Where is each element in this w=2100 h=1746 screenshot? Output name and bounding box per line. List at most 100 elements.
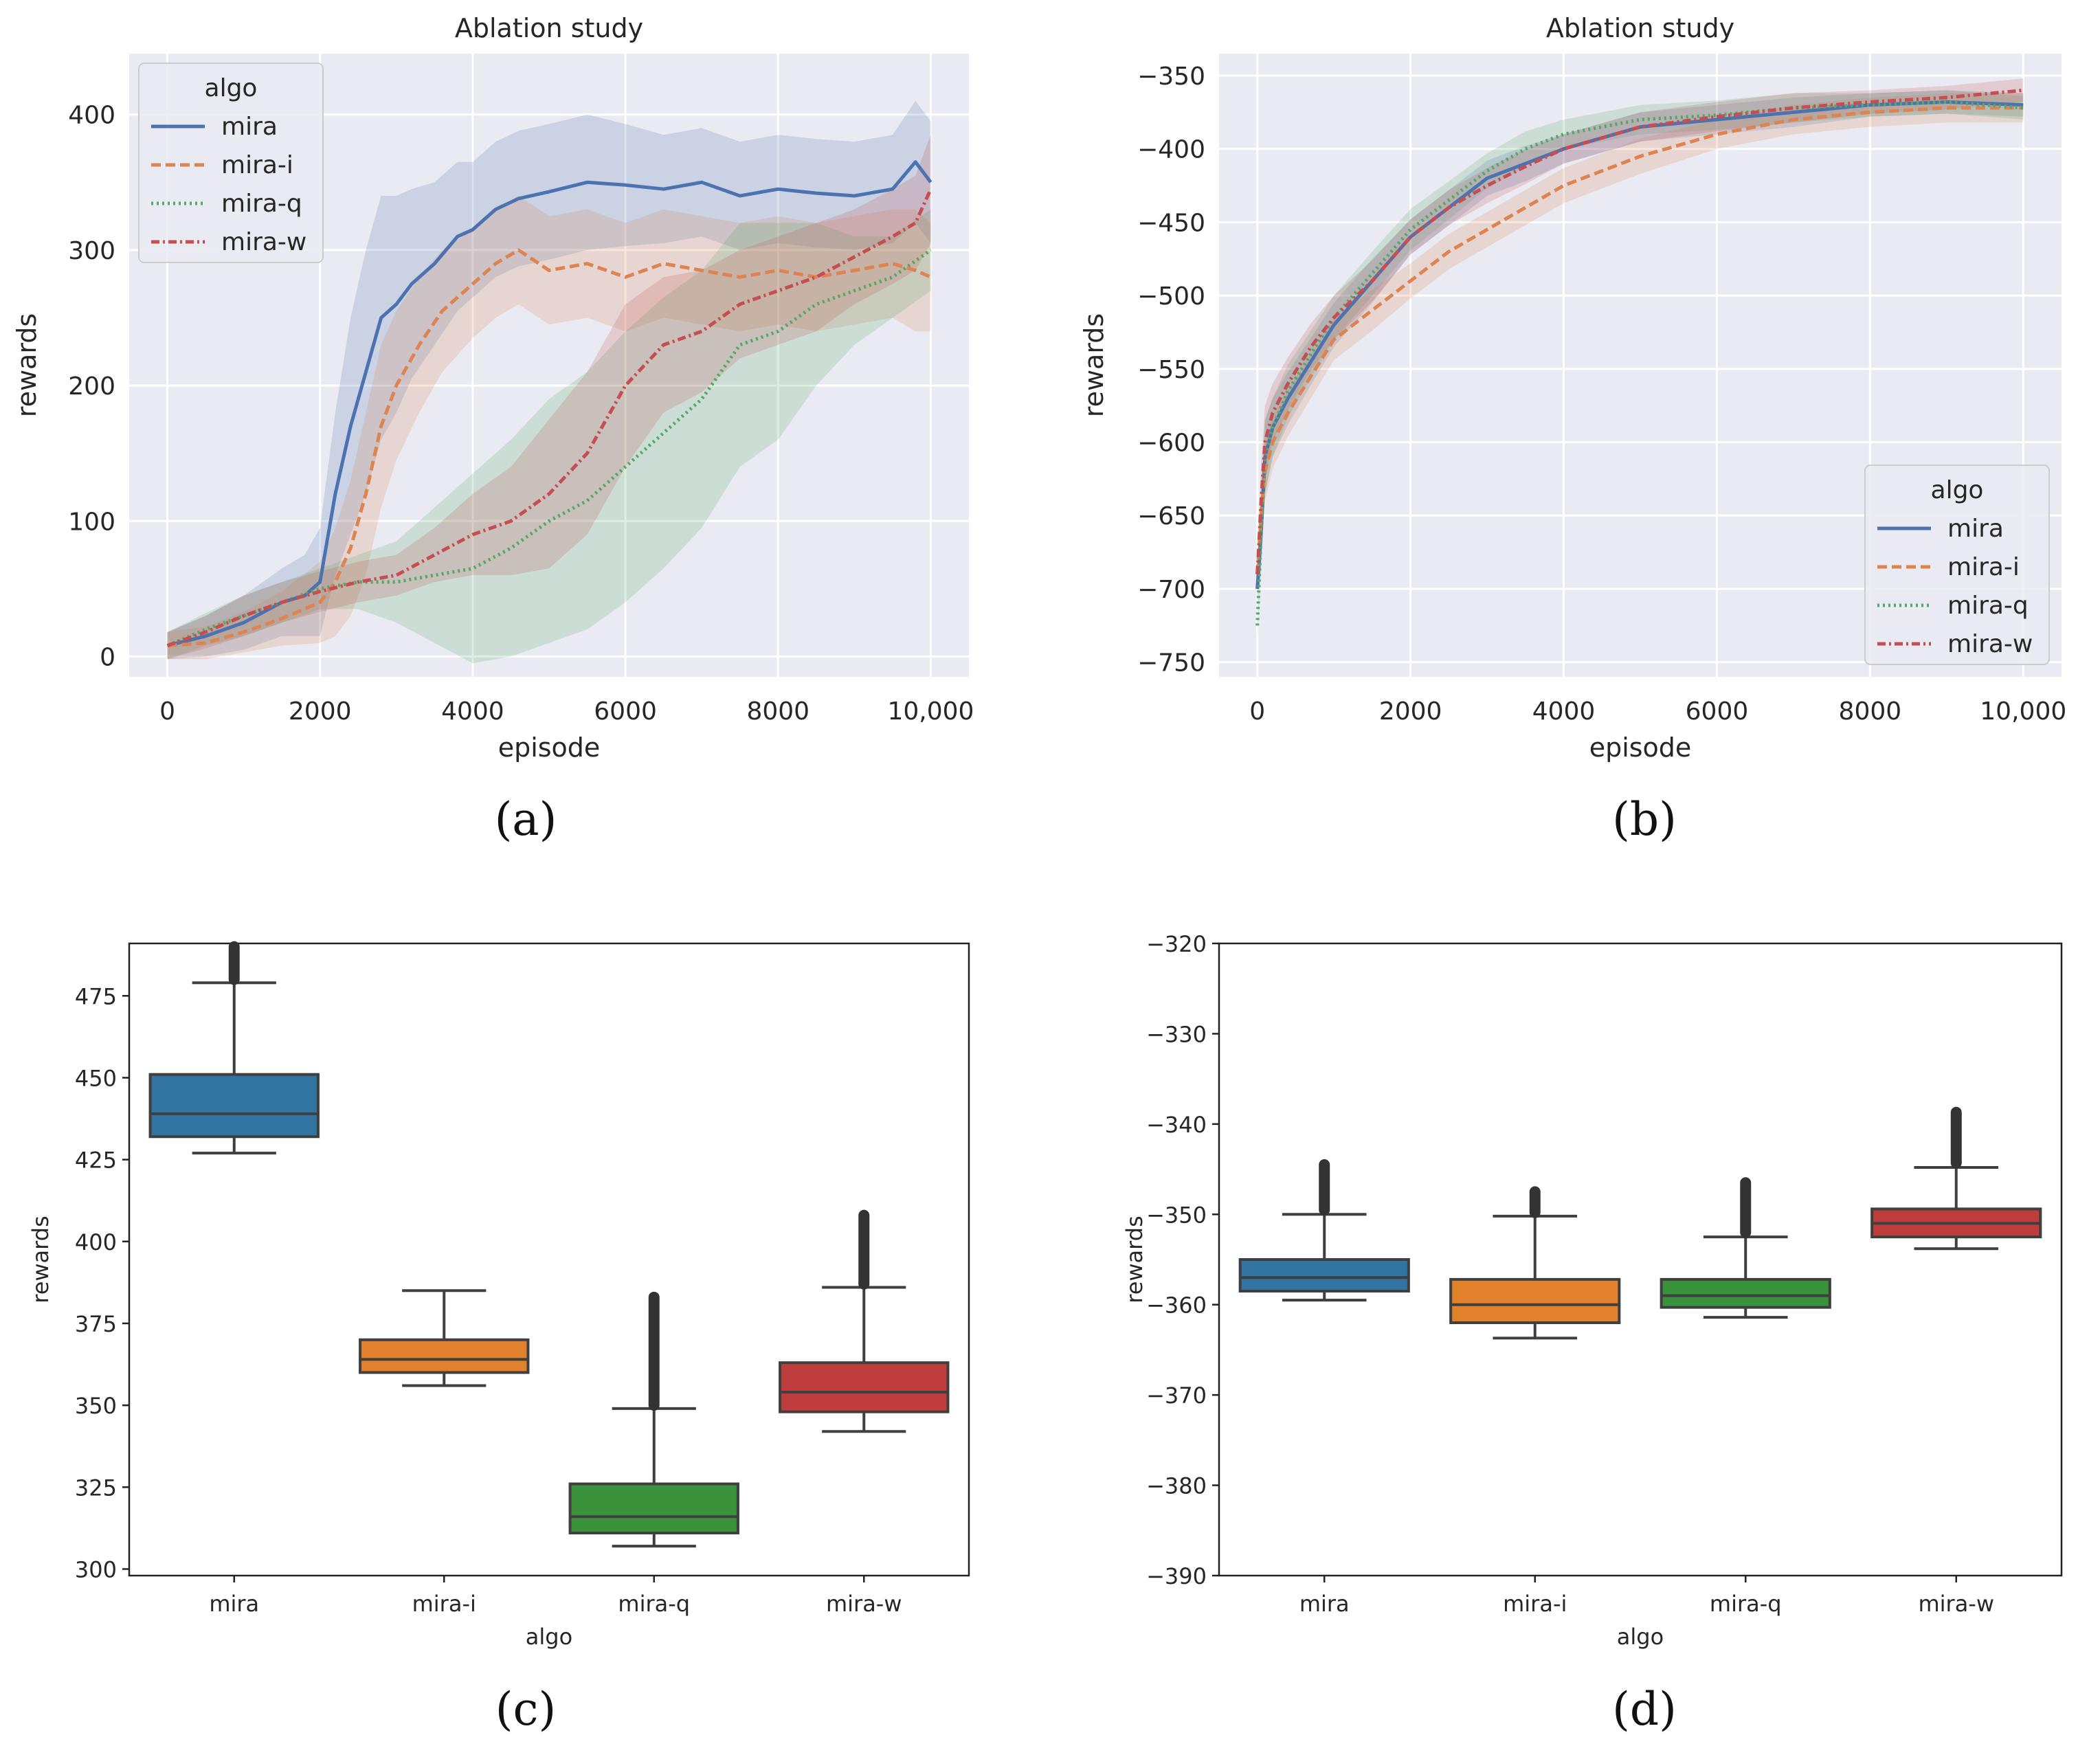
y-axis-label: rewards bbox=[27, 1216, 54, 1303]
confidence-band-mira bbox=[1257, 90, 2024, 604]
y-axis-label: rewards bbox=[1079, 313, 1109, 417]
legend-title: algo bbox=[205, 74, 258, 102]
y-tick-label: 350 bbox=[75, 1393, 117, 1419]
series-line-mira bbox=[166, 160, 932, 648]
panel-d: −320 −330 −340 −350 −360 −370 −380 −390 mira mira… bbox=[1121, 931, 2063, 1736]
y-tick-label: −550 bbox=[1137, 356, 1205, 384]
y-tick-label: −450 bbox=[1137, 209, 1205, 237]
y-tick-label: 400 bbox=[68, 102, 115, 130]
box-mira-q bbox=[1660, 1177, 1831, 1319]
y-tick-label: 475 bbox=[75, 983, 117, 1009]
x-tick-label: 8000 bbox=[1839, 697, 1902, 726]
y-tick-label: 425 bbox=[75, 1148, 117, 1174]
x-tick-label: 4000 bbox=[441, 697, 504, 726]
y-tick-label: −600 bbox=[1137, 429, 1205, 458]
panel-label: (d) bbox=[1612, 1683, 1677, 1736]
panel-c: 300 325 350 375 400 425 450 475 mira mira-i mira-q… bbox=[27, 941, 970, 1736]
series-line-mira-w bbox=[1255, 88, 2024, 574]
x-tick-label: 10,000 bbox=[887, 697, 974, 726]
series-line-mira-q bbox=[1255, 100, 2024, 626]
y-tick-label: −350 bbox=[1146, 1202, 1207, 1228]
legend-frame bbox=[138, 63, 324, 263]
iqr-box bbox=[359, 1338, 530, 1374]
panel-b: 0 2000 4000 6000 8000 10,000 −350 −400 −450 −500 −… bbox=[1079, 13, 2066, 846]
x-tick-label: 6000 bbox=[1686, 697, 1749, 726]
legend-label-mira-i: mira-i bbox=[221, 151, 293, 179]
x-tick-label: 4000 bbox=[1532, 697, 1596, 726]
confidence-band-mira-i bbox=[167, 196, 931, 660]
y-tick-label: 300 bbox=[75, 1556, 117, 1582]
legend: algo mira mira-i mira-q mira-w bbox=[138, 63, 324, 263]
x-tick-label: mira-q bbox=[618, 1591, 690, 1617]
y-tick-label: −330 bbox=[1146, 1021, 1207, 1047]
chart-title: Ablation study bbox=[455, 13, 643, 43]
box-mira bbox=[1238, 1159, 1410, 1302]
series-line-mira-w bbox=[166, 188, 932, 647]
y-tick-label: 325 bbox=[75, 1475, 117, 1501]
legend-label-mira: mira bbox=[221, 113, 278, 141]
x-tick-label: 2000 bbox=[289, 697, 352, 726]
x-tick-label: 8000 bbox=[746, 697, 809, 726]
y-tick-label: −390 bbox=[1146, 1563, 1207, 1589]
legend-label-mira-i: mira-i bbox=[1947, 553, 2020, 581]
iqr-box bbox=[1449, 1277, 1621, 1325]
y-tick-label: 200 bbox=[68, 372, 115, 401]
y-tick-label: 375 bbox=[75, 1311, 117, 1337]
x-tick-label: 6000 bbox=[594, 697, 657, 726]
iqr-box bbox=[1238, 1258, 1410, 1292]
x-tick-label: mira bbox=[209, 1591, 259, 1617]
box-mira-q bbox=[568, 1291, 739, 1548]
y-tick-label: −320 bbox=[1146, 931, 1207, 957]
y-tick-label: 400 bbox=[75, 1229, 117, 1255]
y-tick-label: −400 bbox=[1137, 136, 1205, 164]
legend-label-mira-w: mira-w bbox=[221, 228, 306, 256]
panel-a: 0 2000 4000 6000 8000 10,000 0 100 200 300 400 Abla… bbox=[12, 13, 974, 846]
y-tick-label: −360 bbox=[1146, 1292, 1207, 1319]
box-mira-i bbox=[359, 1289, 530, 1387]
confidence-band-mira bbox=[167, 101, 931, 660]
y-tick-label: −380 bbox=[1146, 1473, 1207, 1499]
box-mira-i bbox=[1449, 1186, 1621, 1340]
iqr-box bbox=[779, 1361, 950, 1413]
legend: algo mira mira-i mira-q mira-w bbox=[1864, 465, 2050, 665]
y-tick-label: 0 bbox=[100, 643, 115, 671]
y-tick-label: −650 bbox=[1137, 502, 1205, 530]
legend-label-mira-w: mira-w bbox=[1947, 630, 2033, 658]
y-tick-label: −340 bbox=[1146, 1112, 1207, 1138]
x-axis-label: algo bbox=[1617, 1624, 1664, 1650]
x-tick-label: mira bbox=[1299, 1591, 1350, 1617]
iqr-box bbox=[148, 1073, 320, 1139]
legend-label-mira-q: mira-q bbox=[221, 190, 302, 218]
y-tick-label: −350 bbox=[1137, 63, 1205, 91]
legend-frame bbox=[1864, 465, 2050, 665]
box-mira bbox=[148, 941, 320, 1155]
y-tick-label: −500 bbox=[1137, 282, 1205, 311]
x-axis-label: episode bbox=[1589, 732, 1692, 763]
series-line-mira-i bbox=[167, 248, 932, 648]
y-tick-label: 450 bbox=[75, 1065, 117, 1091]
x-tick-label: 0 bbox=[159, 697, 175, 726]
confidence-band-mira-w bbox=[167, 135, 931, 660]
y-axis-label: rewards bbox=[12, 313, 42, 417]
x-tick-label: 0 bbox=[1249, 697, 1265, 726]
iqr-box bbox=[1660, 1277, 1831, 1309]
chart-title: Ablation study bbox=[1546, 13, 1734, 43]
x-tick-label: 2000 bbox=[1379, 697, 1442, 726]
box-mira-w bbox=[779, 1209, 950, 1433]
box-mira-w bbox=[1870, 1106, 2042, 1251]
x-tick-label: mira-i bbox=[412, 1591, 476, 1617]
x-tick-label: mira-i bbox=[1503, 1591, 1567, 1617]
x-tick-label: mira-q bbox=[1710, 1591, 1782, 1617]
plot-frame bbox=[128, 942, 970, 1577]
legend-title: algo bbox=[1931, 476, 1984, 504]
y-tick-label: 300 bbox=[68, 237, 115, 265]
x-axis-label: episode bbox=[498, 732, 601, 763]
x-tick-label: mira-w bbox=[826, 1591, 902, 1617]
y-tick-label: −700 bbox=[1137, 576, 1205, 604]
x-tick-label: mira-w bbox=[1918, 1591, 1994, 1617]
iqr-box bbox=[568, 1482, 739, 1535]
legend-label-mira: mira bbox=[1947, 515, 2004, 543]
y-axis-label: rewards bbox=[1121, 1216, 1148, 1303]
series-line-mira-i bbox=[1255, 106, 2024, 574]
